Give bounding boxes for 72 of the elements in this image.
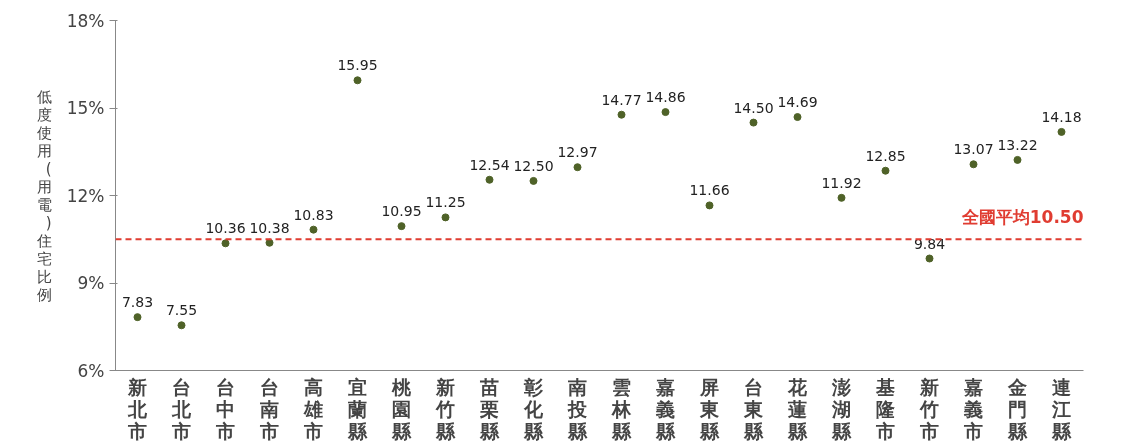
text: 10.38: [249, 219, 290, 236]
point: [221, 239, 230, 248]
point: [969, 160, 978, 169]
text: 10.83: [293, 206, 334, 223]
point: [353, 76, 362, 85]
point: [573, 163, 582, 172]
x-tick-label: 宜蘭縣: [347, 375, 368, 442]
y-tick-label: 6%: [77, 360, 105, 381]
x-tick-label: 桃園縣: [391, 375, 412, 442]
x-tick-label: 台南市: [259, 375, 279, 442]
point: [1057, 127, 1066, 136]
x-tick-label: 台中市: [215, 375, 235, 442]
x-tick-label: 台東縣: [743, 375, 764, 442]
x-tick-label: 高雄市: [303, 375, 323, 442]
y-tick-label: 12%: [66, 185, 105, 206]
point: [133, 313, 142, 322]
ref-line-label: 全國平均10.50: [960, 207, 1084, 228]
x-tick-label: 苗栗縣: [479, 375, 500, 442]
x-tick-label: 澎湖縣: [831, 375, 852, 442]
point: [397, 222, 406, 231]
y-tick-label: 9%: [77, 273, 105, 293]
point: [837, 193, 846, 202]
y-tick-label: 18%: [66, 10, 105, 31]
text: 14.69: [777, 94, 818, 111]
point: [177, 321, 186, 330]
text: 14.77: [601, 91, 642, 108]
text: 13.22: [997, 136, 1038, 153]
point: [749, 118, 758, 127]
text: 14.86: [645, 89, 686, 106]
text: 10.95: [381, 203, 422, 220]
text: 15.95: [337, 57, 378, 74]
text: 11.92: [821, 174, 862, 191]
point: [441, 213, 450, 222]
text: 13.07: [953, 141, 994, 158]
x-tick-label: 連江縣: [1051, 375, 1072, 442]
text: 11.25: [425, 194, 466, 211]
x-tick-label: 南投縣: [567, 375, 588, 442]
x-tick-label: 屏東縣: [699, 375, 720, 442]
text: 14.18: [1041, 108, 1082, 125]
text: 低度使用(用電)住宅比例: [36, 87, 52, 304]
x-tick-label: 雲林縣: [611, 375, 632, 442]
x-tick-label: 嘉義縣: [655, 375, 676, 442]
x-tick-label: 新北市: [127, 375, 148, 442]
point: [309, 225, 318, 234]
point: [617, 110, 626, 119]
text: 12.85: [865, 147, 906, 164]
x-tick-label: 新竹市: [919, 375, 939, 442]
x-tick-label: 花蓮縣: [787, 375, 808, 442]
point: [705, 201, 714, 210]
point: [529, 176, 538, 185]
point: [265, 238, 274, 247]
point: [925, 254, 934, 263]
text: 7.83: [121, 294, 154, 311]
text: 14.50: [733, 99, 774, 116]
x-tick-label: 台北市: [171, 375, 192, 442]
point: [661, 108, 670, 117]
y-tick-label: 15%: [66, 98, 105, 118]
x-tick-label: 基隆市: [875, 375, 895, 442]
x-tick-label: 新竹縣: [435, 375, 456, 442]
x-tick-label: 彰化縣: [523, 375, 544, 442]
x-tick-label: 嘉義市: [963, 375, 983, 442]
text: 10.36: [205, 220, 246, 237]
text: 7.55: [165, 302, 198, 319]
point: [485, 175, 494, 184]
point: [1013, 155, 1022, 164]
text: 12.50: [513, 157, 554, 174]
x-tick-label: 金門縣: [1007, 375, 1028, 442]
text: 12.54: [469, 156, 510, 173]
text: 11.66: [689, 182, 730, 199]
point: [793, 113, 802, 122]
text: 12.97: [557, 144, 598, 161]
point: [881, 166, 890, 175]
